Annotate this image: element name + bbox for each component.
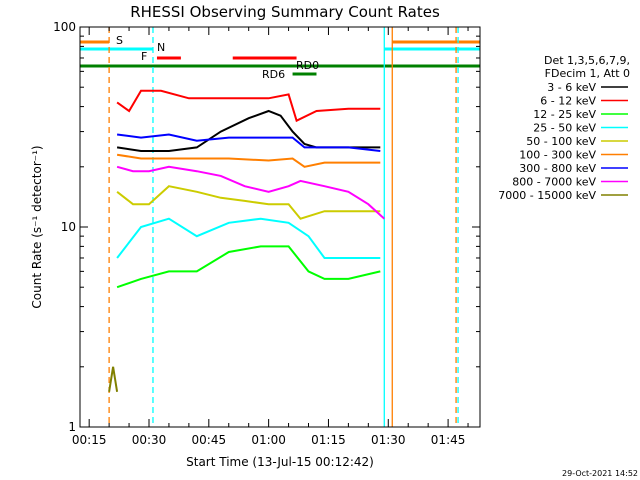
flag-label-saa: S bbox=[116, 34, 123, 47]
observing-flags: S NF RD0 RD6 bbox=[80, 34, 480, 81]
generation-timestamp: 29-Oct-2021 14:52 bbox=[562, 469, 638, 478]
series-line-50-100-kev bbox=[116, 185, 381, 220]
series-line-6-12-kev bbox=[116, 89, 381, 123]
flag-label-flare: F bbox=[141, 50, 147, 63]
legend-label-6-12-kev: 6 - 12 keV bbox=[540, 95, 596, 108]
flag-label-night: N bbox=[157, 41, 165, 54]
x-tick-label: 01:30 bbox=[371, 433, 406, 447]
x-tick-label: 01:15 bbox=[311, 433, 346, 447]
series-line-25-50-kev bbox=[116, 217, 381, 259]
legend-label-50-100-kev: 50 - 100 keV bbox=[526, 135, 596, 148]
series-line-12-25-kev bbox=[116, 245, 381, 289]
legend-label-12-25-kev: 12 - 25 keV bbox=[533, 108, 596, 121]
legend-label-7000-15000-kev: 7000 - 15000 keV bbox=[498, 189, 596, 202]
y-tick-label: 100 bbox=[53, 20, 76, 34]
interval-markers bbox=[108, 27, 459, 427]
x-axis-label: Start Time (13-Jul-15 00:12:42) bbox=[186, 455, 374, 469]
legend-label-3-6-kev: 3 - 6 keV bbox=[547, 81, 596, 94]
y-axis-label: Count Rate (s⁻¹ detector⁻¹) bbox=[30, 145, 44, 308]
x-tick-label: 01:45 bbox=[431, 433, 466, 447]
chart-title: RHESSI Observing Summary Count Rates bbox=[130, 3, 440, 21]
series-group bbox=[108, 89, 385, 392]
legend-label-100-300-kev: 100 - 300 keV bbox=[519, 149, 596, 162]
legend-label-800-7000-kev: 800 - 7000 keV bbox=[512, 176, 596, 189]
y-tick-label: 10 bbox=[61, 220, 76, 234]
x-tick-label: 00:45 bbox=[192, 433, 227, 447]
axis-ticks: 00:15 00:30 00:45 01:00 01:15 01:30 01:45 1 10 10… bbox=[53, 20, 480, 447]
flag-label-rd6: RD6 bbox=[262, 68, 285, 81]
legend-label-25-50-kev: 25 - 50 keV bbox=[533, 122, 596, 135]
x-tick-label: 01:00 bbox=[251, 433, 286, 447]
x-tick-label: 00:30 bbox=[132, 433, 167, 447]
y-tick-label: 1 bbox=[68, 420, 76, 434]
legend-title-line-1: Det 1,3,5,6,7,9, bbox=[544, 54, 630, 67]
series-line-300-800-kev bbox=[116, 133, 381, 152]
legend-label-300-800-kev: 300 - 800 keV bbox=[519, 162, 596, 175]
flag-label-rd0: RD0 bbox=[296, 59, 319, 72]
series-line-3-6-kev bbox=[116, 109, 381, 152]
series-line-100-300-kev bbox=[116, 153, 381, 168]
series-line-800-7000-kev bbox=[116, 165, 385, 220]
series-line-7000-15000-kev bbox=[108, 366, 119, 392]
legend-title-line-2: FDecim 1, Att 0 bbox=[545, 67, 630, 80]
x-tick-label: 00:15 bbox=[72, 433, 107, 447]
